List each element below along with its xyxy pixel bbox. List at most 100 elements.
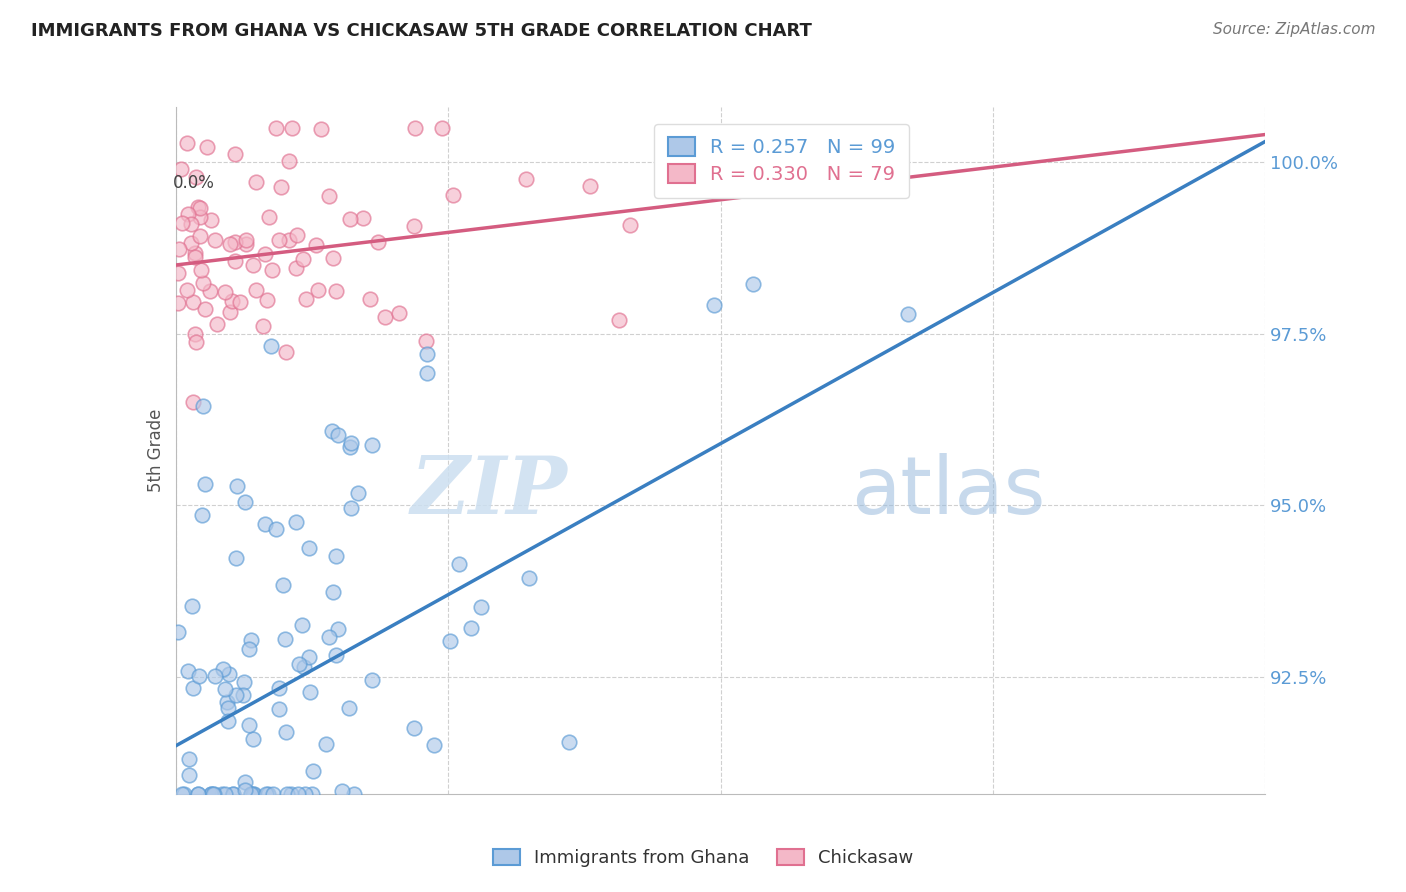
- Point: [404, 721, 426, 735]
- Point: [183, 250, 205, 264]
- Point: [339, 440, 361, 454]
- Point: [167, 266, 190, 280]
- Point: [404, 219, 426, 233]
- Point: [281, 120, 304, 135]
- Point: [307, 284, 329, 298]
- Point: [460, 621, 482, 635]
- Point: [340, 436, 363, 450]
- Point: [292, 660, 315, 674]
- Point: [217, 700, 239, 714]
- Point: [360, 438, 382, 452]
- Point: [254, 246, 277, 260]
- Point: [517, 571, 540, 585]
- Point: [280, 787, 302, 801]
- Point: [217, 714, 239, 728]
- Point: [187, 787, 209, 801]
- Point: [264, 522, 287, 536]
- Point: [340, 500, 363, 515]
- Legend: R = 0.257   N = 99, R = 0.330   N = 79: R = 0.257 N = 99, R = 0.330 N = 79: [654, 124, 910, 197]
- Point: [318, 630, 340, 644]
- Point: [214, 681, 236, 696]
- Point: [322, 585, 344, 599]
- Point: [367, 235, 389, 249]
- Point: [252, 318, 274, 333]
- Point: [285, 261, 308, 276]
- Point: [254, 787, 277, 801]
- Point: [439, 633, 461, 648]
- Point: [221, 294, 243, 309]
- Point: [264, 120, 287, 135]
- Point: [294, 292, 316, 306]
- Point: [443, 187, 465, 202]
- Point: [207, 317, 229, 331]
- Point: [619, 218, 641, 232]
- Point: [194, 301, 217, 316]
- Point: [285, 227, 308, 242]
- Point: [294, 787, 316, 801]
- Point: [219, 304, 242, 318]
- Point: [259, 210, 281, 224]
- Point: [200, 212, 222, 227]
- Point: [212, 662, 235, 676]
- Point: [235, 233, 257, 247]
- Point: [243, 787, 266, 801]
- Point: [361, 673, 384, 688]
- Point: [204, 669, 226, 683]
- Point: [202, 787, 225, 801]
- Point: [276, 787, 298, 801]
- Point: [318, 189, 340, 203]
- Point: [254, 516, 277, 531]
- Point: [607, 313, 630, 327]
- Point: [170, 161, 193, 176]
- Point: [415, 334, 437, 349]
- Point: [578, 178, 600, 193]
- Point: [180, 236, 202, 251]
- Point: [218, 667, 240, 681]
- Point: [245, 175, 267, 189]
- Point: [184, 246, 207, 260]
- Point: [193, 399, 215, 413]
- Point: [330, 783, 353, 797]
- Point: [269, 234, 291, 248]
- Point: [240, 632, 263, 647]
- Point: [260, 263, 283, 277]
- Point: [167, 296, 190, 310]
- Point: [298, 650, 321, 665]
- Point: [204, 233, 226, 247]
- Point: [260, 339, 283, 353]
- Point: [187, 787, 209, 801]
- Point: [257, 787, 280, 801]
- Point: [269, 681, 291, 695]
- Point: [703, 298, 725, 312]
- Point: [299, 685, 322, 699]
- Point: [262, 787, 284, 801]
- Point: [515, 172, 537, 186]
- Text: ZIP: ZIP: [411, 453, 568, 531]
- Point: [232, 688, 254, 702]
- Point: [187, 200, 209, 214]
- Point: [301, 787, 323, 801]
- Point: [315, 737, 337, 751]
- Text: Source: ZipAtlas.com: Source: ZipAtlas.com: [1212, 22, 1375, 37]
- Text: IMMIGRANTS FROM GHANA VS CHICKASAW 5TH GRADE CORRELATION CHART: IMMIGRANTS FROM GHANA VS CHICKASAW 5TH G…: [31, 22, 811, 40]
- Point: [328, 622, 350, 636]
- Point: [276, 345, 298, 359]
- Point: [235, 237, 257, 252]
- Point: [211, 787, 233, 801]
- Point: [558, 735, 581, 749]
- Point: [291, 618, 314, 632]
- Point: [238, 718, 260, 732]
- Point: [287, 787, 309, 801]
- Point: [179, 767, 201, 781]
- Point: [186, 334, 208, 349]
- Point: [188, 201, 211, 215]
- Text: atlas: atlas: [852, 452, 1046, 531]
- Point: [184, 170, 207, 185]
- Point: [222, 787, 245, 801]
- Point: [321, 424, 343, 438]
- Point: [181, 681, 204, 695]
- Point: [449, 558, 471, 572]
- Point: [322, 251, 344, 265]
- Point: [176, 136, 198, 150]
- Point: [194, 477, 217, 491]
